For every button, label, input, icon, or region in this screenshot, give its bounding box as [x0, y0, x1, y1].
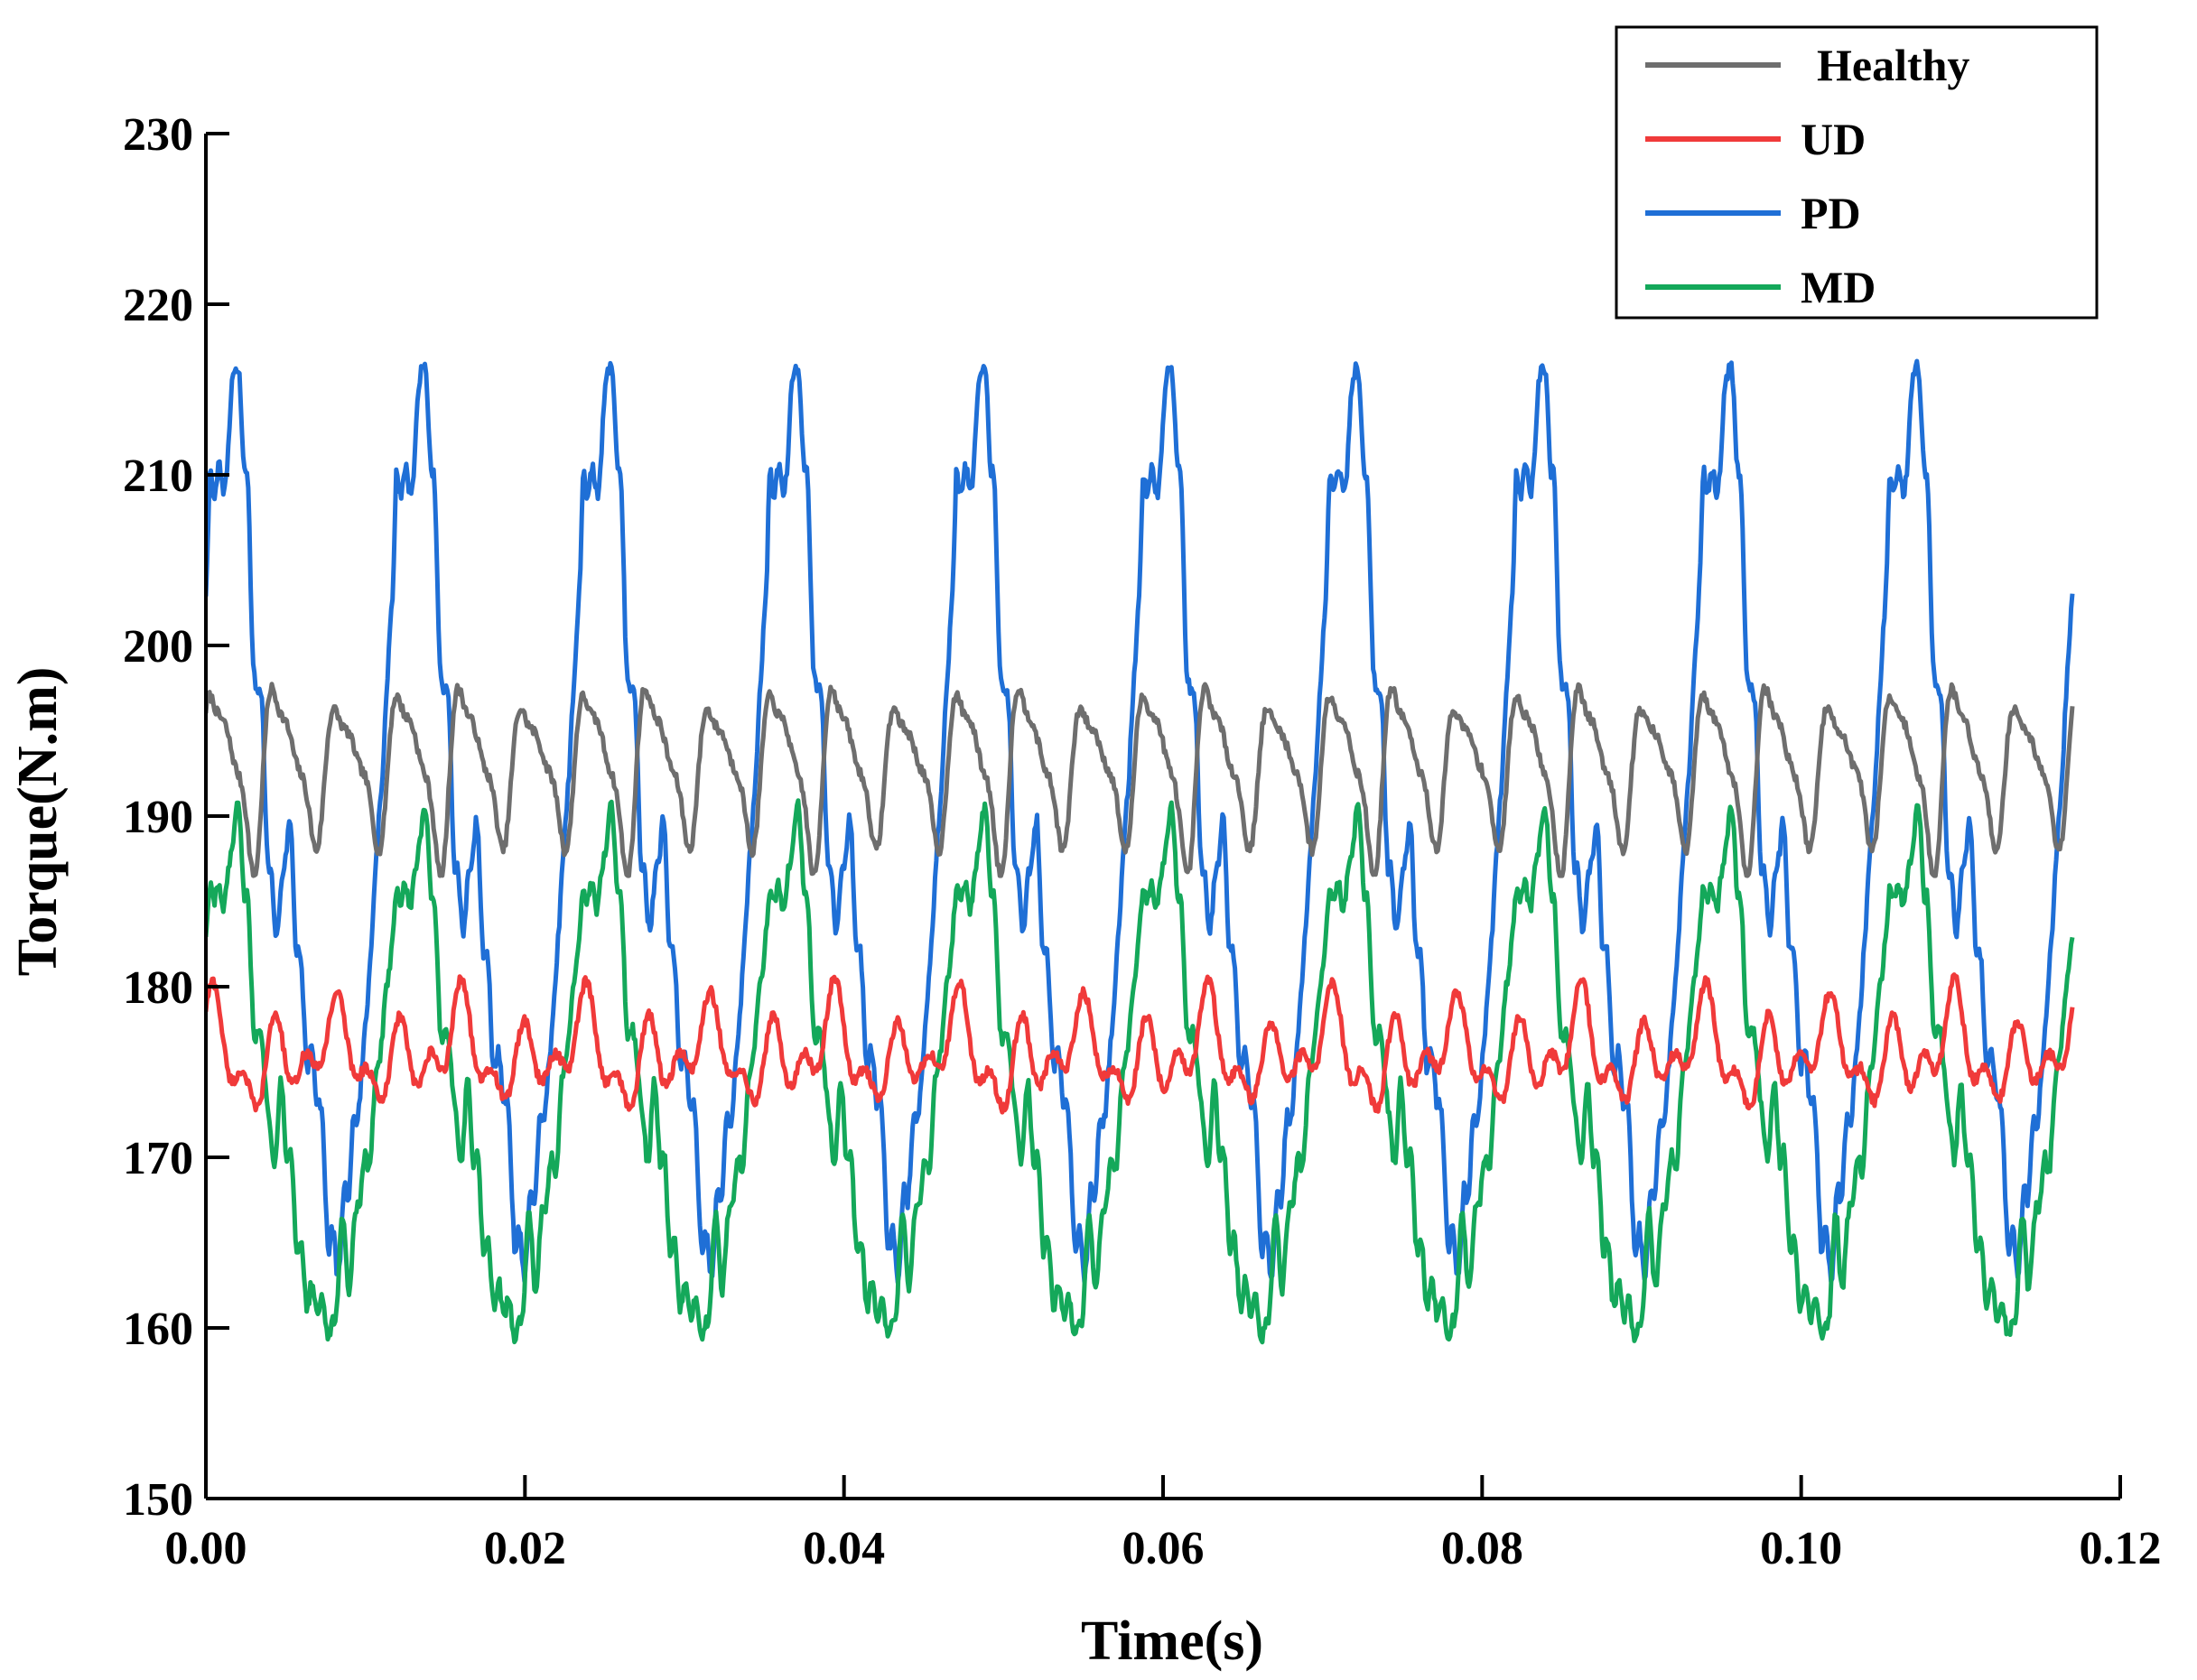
x-tick-label: 0.06	[1122, 1523, 1205, 1574]
y-tick-label: 230	[123, 109, 193, 161]
legend: Healthy UD PD MD	[1615, 25, 2099, 320]
y-tick-label: 200	[123, 621, 193, 673]
y-axis-title: Torque(N.m)	[7, 667, 69, 977]
legend-label-pd: PD	[1801, 188, 1861, 238]
series-line-ud	[206, 972, 2075, 1115]
legend-label-md: MD	[1801, 262, 1876, 312]
x-tick-label: 0.08	[1441, 1523, 1523, 1574]
x-tick-label: 0.00	[165, 1523, 247, 1574]
legend-box	[1615, 25, 2099, 320]
y-tick-label: 150	[123, 1474, 193, 1526]
legend-label-healthy: Healthy	[1817, 40, 1969, 90]
x-axis-title: Time(s)	[1081, 1610, 1263, 1672]
x-tick-label: 0.12	[2080, 1523, 2162, 1574]
x-tick-label: 0.02	[484, 1523, 566, 1574]
series-line-healthy	[206, 682, 2075, 878]
x-tick-label: 0.10	[1760, 1523, 1842, 1574]
y-tick-label: 210	[123, 450, 193, 502]
axes-layer: 150 160 170 180 190 200 210 220 230 0.00 0.02 0.04 0…	[123, 109, 2162, 1574]
y-tick-label: 220	[123, 280, 193, 331]
legend-label-ud: UD	[1801, 114, 1866, 164]
y-tick-label: 180	[123, 962, 193, 1014]
y-tick-label: 160	[123, 1304, 193, 1355]
series-line-md	[206, 798, 2075, 1345]
x-tick-label: 0.04	[803, 1523, 885, 1574]
y-tick-label: 190	[123, 792, 193, 843]
y-tick-label: 170	[123, 1133, 193, 1184]
series-layer	[206, 358, 2075, 1345]
series-line-pd	[206, 358, 2075, 1286]
